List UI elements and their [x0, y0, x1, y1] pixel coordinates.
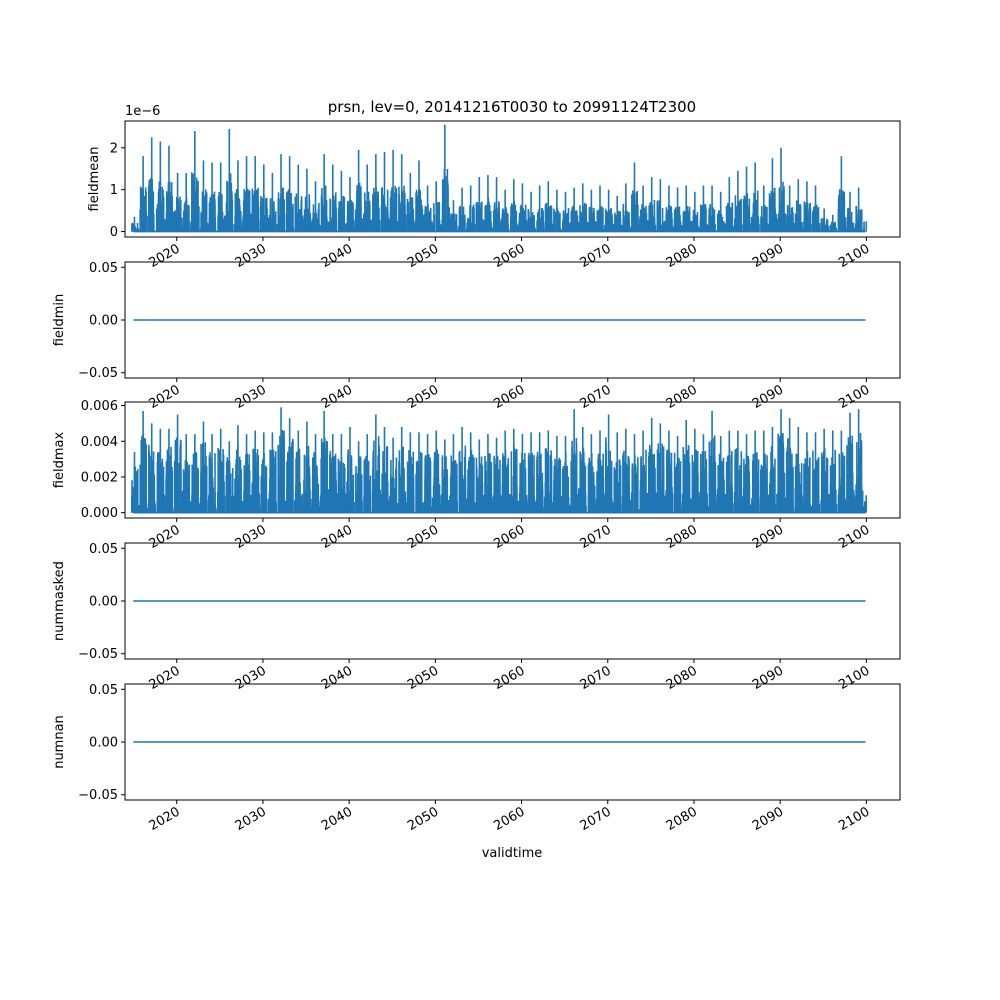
- x-tick-label: 2040: [319, 241, 355, 271]
- series-spikes: [131, 124, 868, 233]
- y-tick-label: 2: [110, 141, 118, 156]
- x-tick-label: 2060: [491, 382, 527, 412]
- x-tick-label: 2060: [491, 241, 527, 271]
- x-tick-label: 2050: [405, 241, 441, 271]
- x-tick-label: 2070: [578, 241, 614, 271]
- chart-title: prsn, lev=0, 20141216T0030 to 20991124T2…: [328, 98, 696, 116]
- x-tick-label: 2020: [147, 241, 183, 271]
- x-tick-label: 2040: [319, 382, 355, 412]
- x-tick-label: 2100: [836, 241, 872, 271]
- x-tick-label: 2090: [750, 382, 786, 412]
- panels-group: 0 1 2 fieldmean 1e−6 2020 2030 2040 2050 2060 2070…: [52, 104, 901, 834]
- axes-frame: [124, 120, 901, 238]
- x-tick-label: 2080: [664, 382, 700, 412]
- y-tick-label: 1: [110, 183, 118, 198]
- y-offset-label: 1e−6: [125, 104, 160, 119]
- y-tick-label: −0.05: [78, 366, 118, 381]
- x-tick-label: 2030: [233, 382, 269, 412]
- panel-fieldmean: 0 1 2 fieldmean 1e−6 2020 2030 2040 2050 2060 2070…: [87, 104, 901, 271]
- x-tick-label: 2080: [664, 241, 700, 271]
- x-tick-label: 2050: [405, 382, 441, 412]
- x-tick-label: 2090: [750, 241, 786, 271]
- y-tick-label: 0.00: [89, 314, 118, 329]
- y-axis-label: fieldmean: [87, 147, 102, 212]
- y-axis-label: fieldmin: [52, 294, 67, 347]
- series-spikes: [130, 407, 867, 514]
- y-tick-label: 0.05: [89, 261, 118, 276]
- x-tick-label: 2020: [147, 382, 183, 412]
- x-tick-label: 2070: [578, 382, 614, 412]
- x-tick-label: 2030: [233, 241, 269, 271]
- x-tick-label: 2100: [836, 382, 872, 412]
- y-tick-label: 0: [110, 225, 118, 240]
- panel-fieldmin: −0.05 0.00 0.05 fieldmin 2020 2030 2040 2050 206…: [52, 261, 901, 412]
